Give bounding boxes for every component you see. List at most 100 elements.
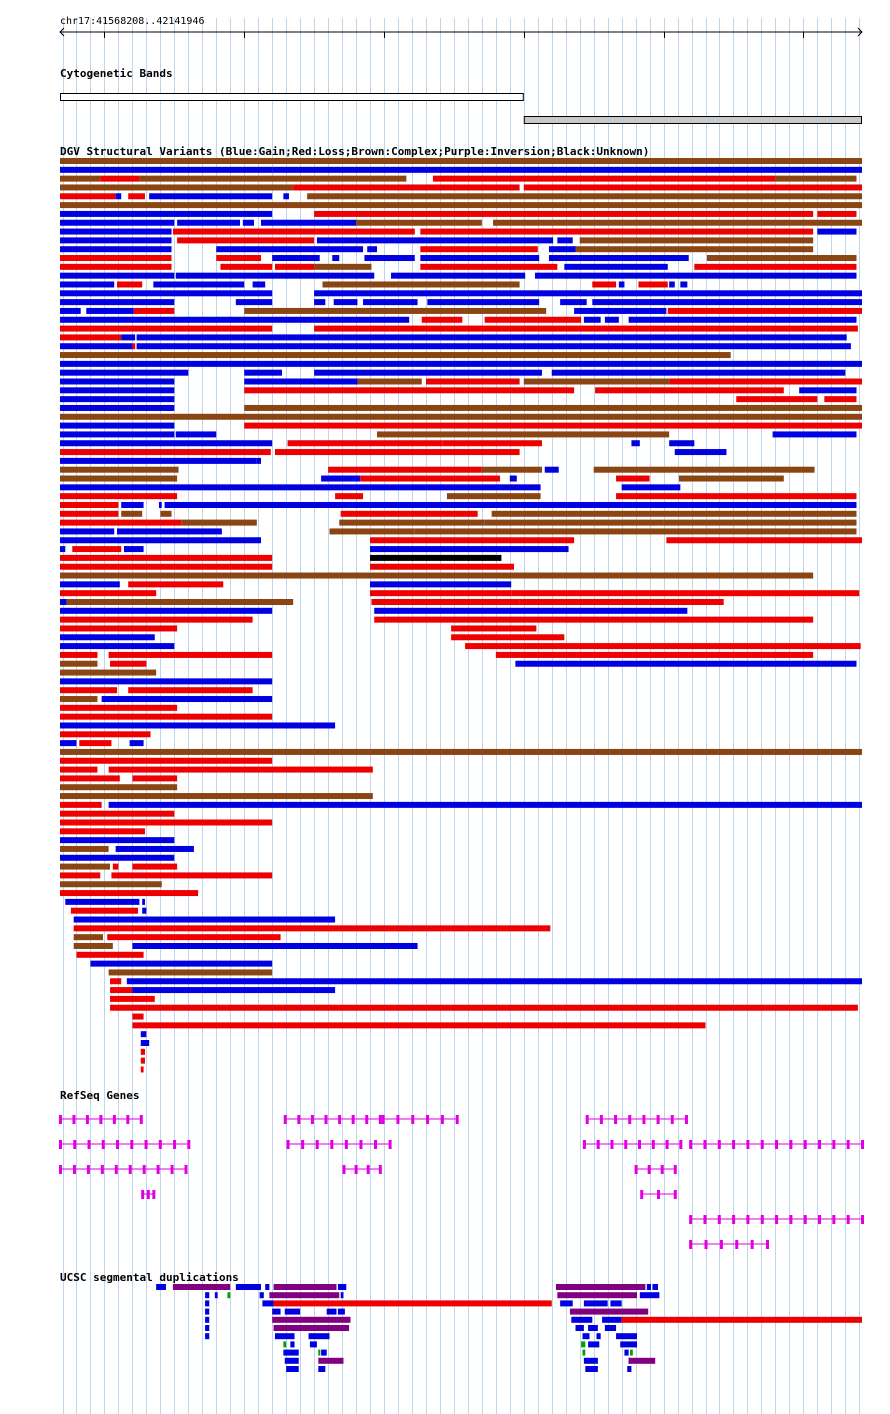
structural-variant — [129, 740, 144, 747]
structural-variant — [370, 537, 575, 544]
structural-variant — [60, 184, 294, 191]
segmental-duplication — [205, 1316, 210, 1323]
structural-variant — [242, 219, 255, 226]
gene-exon — [651, 1140, 655, 1149]
gene-exon — [59, 1140, 62, 1149]
segmental-duplication — [582, 1333, 590, 1340]
structural-variant — [356, 219, 482, 226]
gene-exon — [283, 1115, 287, 1124]
structural-variant — [60, 255, 172, 262]
structural-variant — [65, 898, 140, 905]
structural-variant — [149, 193, 273, 200]
segmental-duplication — [205, 1308, 210, 1315]
structural-variant — [60, 449, 271, 456]
gene-exon — [144, 1140, 148, 1149]
structural-variant — [140, 1031, 147, 1038]
structural-variant — [274, 449, 520, 456]
structural-variant — [142, 898, 145, 905]
structural-variant — [72, 546, 122, 553]
gene-exon — [689, 1215, 693, 1224]
segmental-duplication — [646, 1284, 652, 1290]
structural-variant — [79, 740, 112, 747]
structural-variant — [132, 987, 336, 994]
structural-variant — [177, 237, 315, 244]
structural-variant — [367, 246, 378, 253]
gene-exon — [660, 1165, 664, 1174]
structural-variant — [60, 890, 199, 897]
structural-variant — [60, 440, 273, 447]
gene-exon — [832, 1140, 836, 1149]
gene-exon — [670, 1115, 674, 1124]
gene-exon — [141, 1190, 145, 1199]
segmental-duplication — [557, 1292, 638, 1299]
structural-variant — [511, 590, 860, 597]
structural-variant — [60, 193, 116, 200]
cytoband-track: Cytogenetic Bands — [60, 67, 862, 124]
structural-variant — [60, 634, 155, 641]
segmental-duplication — [639, 1292, 660, 1299]
gene-exon — [642, 1115, 646, 1124]
structural-variant — [60, 528, 115, 535]
structural-variant — [177, 219, 241, 226]
segmental-duplication — [571, 1316, 593, 1323]
structural-variant — [60, 396, 175, 403]
structural-variant — [60, 422, 175, 429]
structural-variant — [824, 396, 857, 403]
structural-variant — [817, 210, 857, 217]
structural-variant — [339, 519, 485, 526]
structural-variant — [60, 158, 862, 164]
gene-exon — [139, 1115, 143, 1124]
structural-variant — [60, 475, 178, 482]
structural-variant — [60, 510, 119, 517]
gene-exon — [152, 1190, 156, 1199]
segmental-duplication — [610, 1300, 622, 1307]
structural-variant — [124, 546, 144, 553]
structural-variant — [73, 942, 113, 949]
structural-variant — [110, 660, 147, 667]
structural-variant — [60, 722, 336, 729]
structural-variant — [108, 969, 273, 976]
structural-variant — [523, 184, 862, 191]
gene-exon — [130, 1140, 134, 1149]
structural-variant — [252, 281, 266, 288]
segmental-duplication — [583, 1300, 608, 1307]
structural-variant — [666, 537, 862, 544]
structural-variant — [60, 766, 98, 773]
structural-variant — [616, 475, 650, 482]
structural-variant — [371, 599, 520, 605]
structural-variant — [153, 281, 245, 288]
gene-exon — [126, 1115, 130, 1124]
structural-variant — [60, 784, 178, 791]
segmental-duplication — [602, 1316, 622, 1323]
structural-variant — [329, 528, 415, 535]
segmental-duplication — [283, 1349, 299, 1356]
segmental-duplication — [621, 1316, 862, 1323]
structural-variant — [172, 228, 317, 235]
structural-variant — [60, 281, 115, 288]
position-ruler[interactable]: chr17:41568208..42141946 — [59, 16, 863, 38]
segmental-duplication — [616, 1333, 638, 1340]
gene-exon — [366, 1165, 370, 1174]
segmental-duplication — [627, 1366, 632, 1372]
segmental-duplication — [318, 1366, 326, 1372]
structural-variant — [60, 175, 101, 182]
structural-variant — [451, 625, 537, 632]
gene-exon — [832, 1215, 836, 1224]
gene-exon — [310, 1115, 314, 1124]
gene-exon — [128, 1165, 132, 1174]
structural-variant — [60, 360, 862, 367]
segmental-duplication — [274, 1333, 295, 1340]
structural-variant — [60, 687, 118, 694]
structural-variant — [60, 731, 151, 738]
gene-exon — [673, 1165, 677, 1174]
segmental-duplication — [205, 1325, 210, 1331]
structural-variant — [575, 272, 857, 279]
structural-variant — [421, 316, 463, 323]
gene-exon — [746, 1140, 750, 1149]
structural-variant — [817, 228, 857, 235]
structural-variant — [509, 475, 517, 482]
gene-exon — [673, 1190, 677, 1199]
structural-variant — [66, 599, 294, 605]
structural-variant — [272, 255, 320, 262]
